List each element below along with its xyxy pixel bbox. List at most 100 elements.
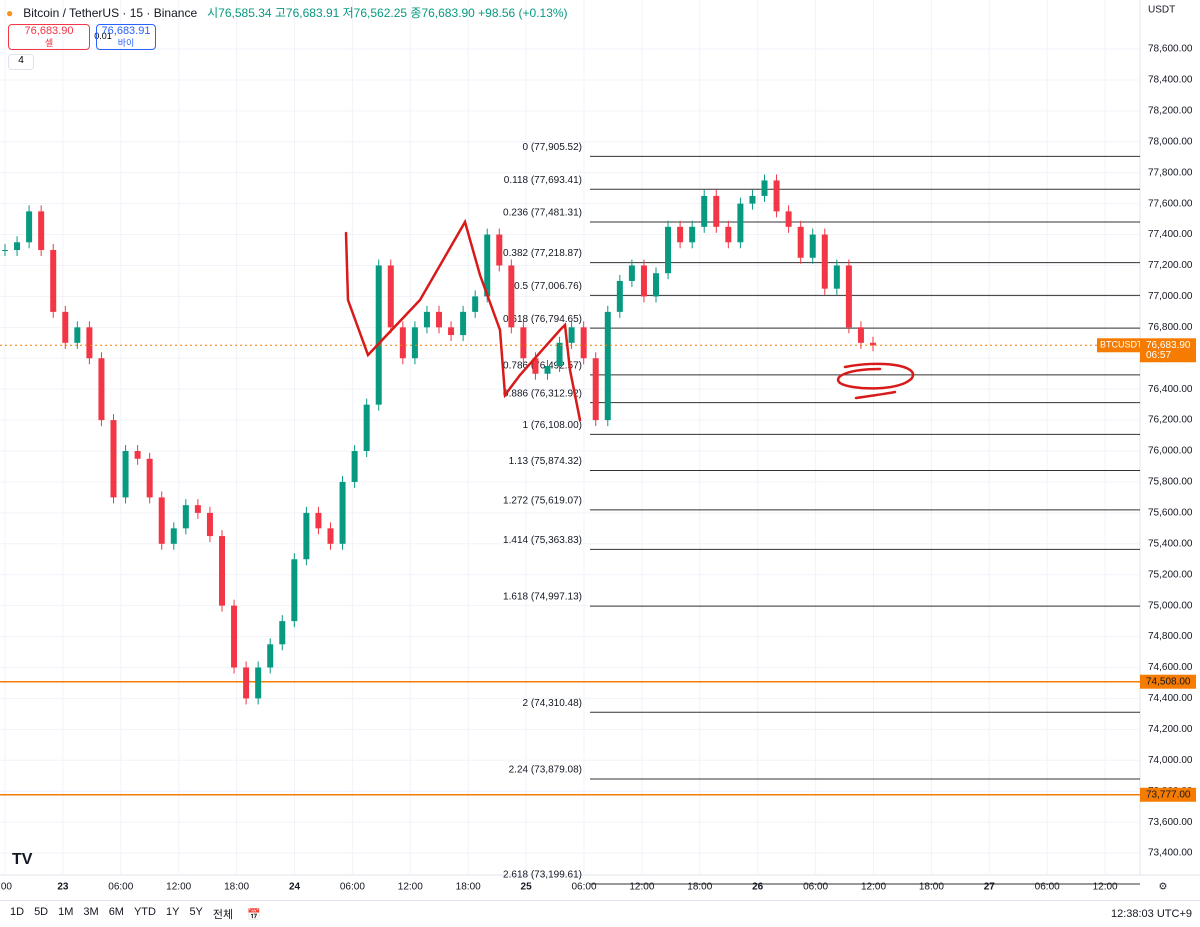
x-tick-label: 12:00 [166,882,191,893]
candle [351,451,358,482]
y-tick-label: 77,000.00 [1148,291,1193,302]
x-tick-label: 06:00 [340,882,365,893]
fib-label: 0.382 (77,218.87) [503,248,582,259]
candle [701,195,708,227]
x-tick-label: 27 [984,882,996,893]
candle [640,265,647,297]
fib-label: 1.618 (74,997.13) [503,592,582,603]
candle [122,451,129,498]
range-button[interactable]: 3M [83,906,99,918]
candle [98,358,105,421]
y-tick-label: 77,400.00 [1148,229,1193,240]
y-tick-label: 74,000.00 [1148,755,1193,766]
price-tag-label: 73,777.00 [1146,789,1191,800]
indicator-toggle[interactable]: 4 [8,54,34,70]
y-tick-label: 74,800.00 [1148,631,1193,642]
x-tick-label: 26 [752,882,764,893]
price-tag-label: 74,508.00 [1146,676,1191,687]
candle [773,180,780,212]
range-button[interactable]: 1M [58,906,74,918]
candle [580,327,587,359]
y-tick-label: 76,400.00 [1148,384,1193,395]
x-tick-label: 06:00 [1035,882,1060,893]
ohlc: 시76,585.34 고76,683.91 저76,562.25 종76,683… [207,6,568,20]
fib-label: 1.13 (75,874.32) [509,456,582,467]
fib-label: 0.618 (76,794.65) [503,314,582,325]
candle [363,404,370,452]
candle [279,621,286,645]
candle [243,667,250,699]
range-button[interactable]: 5Y [189,906,203,918]
y-tick-label: 75,800.00 [1148,477,1193,488]
candle [194,505,201,513]
candle [653,273,659,297]
candle [110,420,117,498]
buy-price: 76,683.91 [101,25,151,37]
candle [532,358,539,374]
candle [255,667,262,699]
header: ● Bitcoin / TetherUS · 15 · Binance 시76,… [6,4,568,21]
y-tick-label: 76,000.00 [1148,446,1193,457]
candle [665,226,672,274]
drawn-circle [836,362,915,390]
candle [375,265,382,405]
range-button[interactable]: 1D [10,906,25,918]
candle [508,265,515,328]
candle [713,195,720,227]
y-tick-label: 75,400.00 [1148,538,1193,549]
range-button[interactable]: YTD [133,906,156,918]
fib-label: 0.118 (77,693.41) [504,175,582,186]
annotations [344,218,915,422]
candle [146,458,153,498]
settings-icon[interactable]: ⚙ [1159,882,1168,893]
x-tick-label: 18:00 [456,882,481,893]
symbol[interactable]: Bitcoin / TetherUS · 15 · Binance [23,5,198,20]
candle [86,327,93,359]
x-tick-label: 06:00 [108,882,133,893]
bottom-toolbar: 1D 5D 1M 3M 6M YTD 1Y 5Y 전체 📅 12:38:03 UTC+9 [0,900,1200,927]
fib-label: 2.24 (73,879.08) [509,765,582,776]
y-tick-label: 78,000.00 [1148,136,1193,147]
logo: TV [12,851,33,868]
range-button[interactable]: 6M [108,906,124,918]
candle [182,505,189,529]
fib-label: 0.236 (77,481.31) [503,208,582,219]
y-tick-label: 73,600.00 [1148,817,1193,828]
buy-button[interactable]: 76,683.91 바이 [96,24,156,50]
currency[interactable]: USDT [1148,5,1175,16]
x-tick-label: 12:00 [629,882,654,893]
grid [0,0,1140,875]
candle [219,536,225,606]
range-button[interactable]: 전체 [212,909,234,921]
candle [327,528,334,544]
range-button[interactable]: 1Y [165,906,180,918]
sell-label: 셀 [44,38,54,48]
y-tick-label: 76,200.00 [1148,415,1193,426]
y-tick-label: 75,600.00 [1148,508,1193,519]
candle [689,226,696,243]
candle [870,342,876,346]
candle [74,327,81,343]
y-tick-label: 73,400.00 [1148,848,1193,859]
range-button[interactable]: 5D [34,906,49,918]
candle [761,180,768,196]
fib-label: 0.786 (76,492.57) [503,361,582,372]
buy-label: 바이 [117,38,135,48]
calendar-icon[interactable]: 📅 [247,908,261,921]
x-tick-label: 12:00 [1093,882,1118,893]
candle [496,234,503,266]
candle [436,311,442,328]
fib-label: 0 (77,905.52) [523,142,583,153]
sell-button[interactable]: 76,683.90 셀 [8,24,90,50]
candle [26,211,33,243]
spread: 0.01 [94,31,112,41]
y-tick-label: 78,200.00 [1148,106,1193,117]
drawn-zigzag [344,218,582,422]
candle [737,203,744,243]
range-buttons: 1D 5D 1M 3M 6M YTD 1Y 5Y 전체 [10,906,233,922]
symbol-tag-label: BTCUSDT [1100,340,1143,350]
candle [520,327,527,359]
candle [544,365,551,374]
candle [592,358,599,421]
